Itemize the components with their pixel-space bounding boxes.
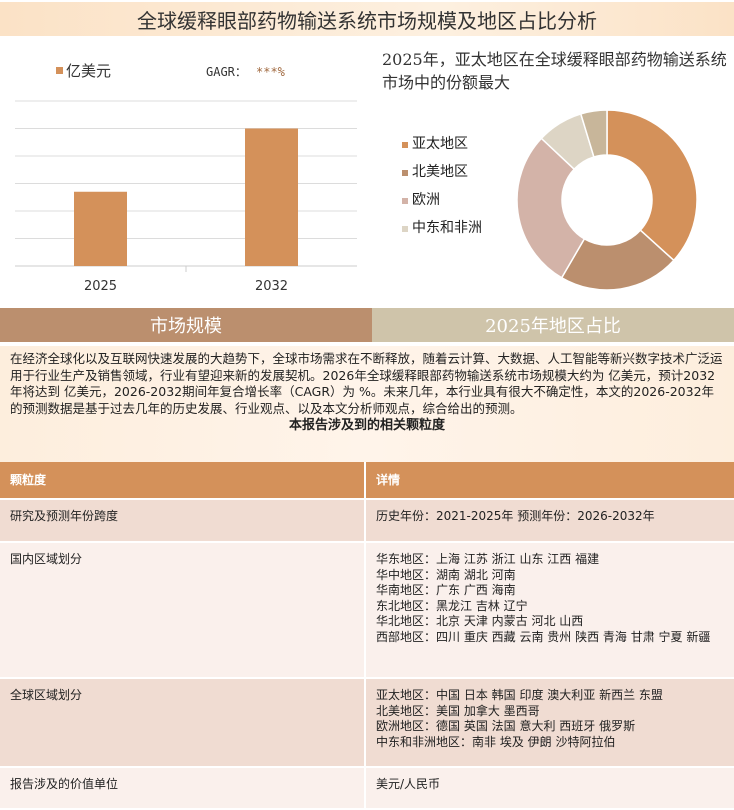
granularity-heading: 本报告涉及到的相关颗粒度 xyxy=(288,418,445,433)
table-row: 研究及预测年份跨度 历史年份：2021-2025年 预测年份：2026-2032… xyxy=(0,500,734,543)
x-tick-label: 2025 xyxy=(84,279,117,294)
donut-slice xyxy=(560,229,675,291)
legend-swatch xyxy=(402,170,408,176)
table-row: 国内区域划分 华东地区：上海 江苏 浙江 山东 江西 福建 华中地区：湖南 湖北… xyxy=(0,543,734,679)
row-detail: 历史年份：2021-2025年 预测年份：2026-2032年 xyxy=(376,509,655,523)
page-title: 全球缓释眼部药物输送系统市场规模及地区占比分析 xyxy=(0,2,734,36)
table-row: 报告涉及的价值单位 美元/人民币 xyxy=(0,768,734,810)
table-row: 全球区域划分 亚太地区：中国 日本 韩国 印度 澳大利亚 新西兰 东盟 北美地区… xyxy=(0,679,734,768)
x-tick-label: 2032 xyxy=(255,279,288,294)
legend-item: 亚太地区 xyxy=(402,136,492,152)
row-detail: 亚太地区：中国 日本 韩国 印度 澳大利亚 新西兰 东盟 北美地区：美国 加拿大… xyxy=(376,688,663,749)
legend-item: 欧洲 xyxy=(402,192,492,208)
table-header: 颗粒度 详情 xyxy=(0,462,734,500)
legend-label: 中东和非洲 xyxy=(412,220,482,236)
gagr-value: ***% xyxy=(256,65,286,79)
donut-slice xyxy=(579,109,608,158)
donut-title: 2025年，亚太地区在全球缓释眼部药物输送系统市场中的份额最大 xyxy=(382,50,727,92)
donut-legend: 亚太地区北美地区欧洲中东和非洲 xyxy=(402,136,492,248)
legend-swatch xyxy=(56,67,63,74)
legend-label: 北美地区 xyxy=(412,164,468,180)
legend-swatch xyxy=(402,198,408,204)
legend-label: 亚太地区 xyxy=(412,136,468,152)
legend-label: 亿美元 xyxy=(66,62,111,80)
gagr-label: GAGR： xyxy=(206,65,247,79)
donut-chart xyxy=(516,109,698,291)
section-tabs: 市场规模 2025年地区占比 xyxy=(0,308,734,342)
tab-region-share[interactable]: 2025年地区占比 xyxy=(372,308,734,342)
row-label: 国内区域划分 xyxy=(0,543,366,677)
row-label: 报告涉及的价值单位 xyxy=(0,768,366,808)
bar xyxy=(74,191,127,266)
bar-chart: 亿美元 GAGR： ***% 2025 2032 xyxy=(15,62,357,294)
intro-section: 在经济全球化以及互联网快速发展的大趋势下，全球市场需求在不断释放，随着云计算、大… xyxy=(0,346,734,462)
granularity-table: 颗粒度 详情 研究及预测年份跨度 历史年份：2021-2025年 预测年份：20… xyxy=(0,462,734,810)
legend-item: 北美地区 xyxy=(402,164,492,180)
donut-slice xyxy=(516,137,586,279)
legend-label: 欧洲 xyxy=(412,192,440,208)
row-detail: 美元/人民币 xyxy=(376,777,441,791)
tab-market-size[interactable]: 市场规模 xyxy=(0,308,372,342)
donut-slice xyxy=(606,109,698,262)
row-label: 全球区域划分 xyxy=(0,679,366,766)
header-granularity: 颗粒度 xyxy=(0,462,366,498)
bar xyxy=(245,128,298,266)
intro-text: 在经济全球化以及互联网快速发展的大趋势下，全球市场需求在不断释放，随着云计算、大… xyxy=(10,351,723,416)
header-details: 详情 xyxy=(376,473,401,487)
legend-item: 中东和非洲 xyxy=(402,220,492,236)
legend-swatch xyxy=(402,142,408,148)
row-detail: 华东地区：上海 江苏 浙江 山东 江西 福建 华中地区：湖南 湖北 河南 华南地… xyxy=(376,552,711,644)
legend-swatch xyxy=(402,226,408,232)
row-label: 研究及预测年份跨度 xyxy=(0,500,366,541)
